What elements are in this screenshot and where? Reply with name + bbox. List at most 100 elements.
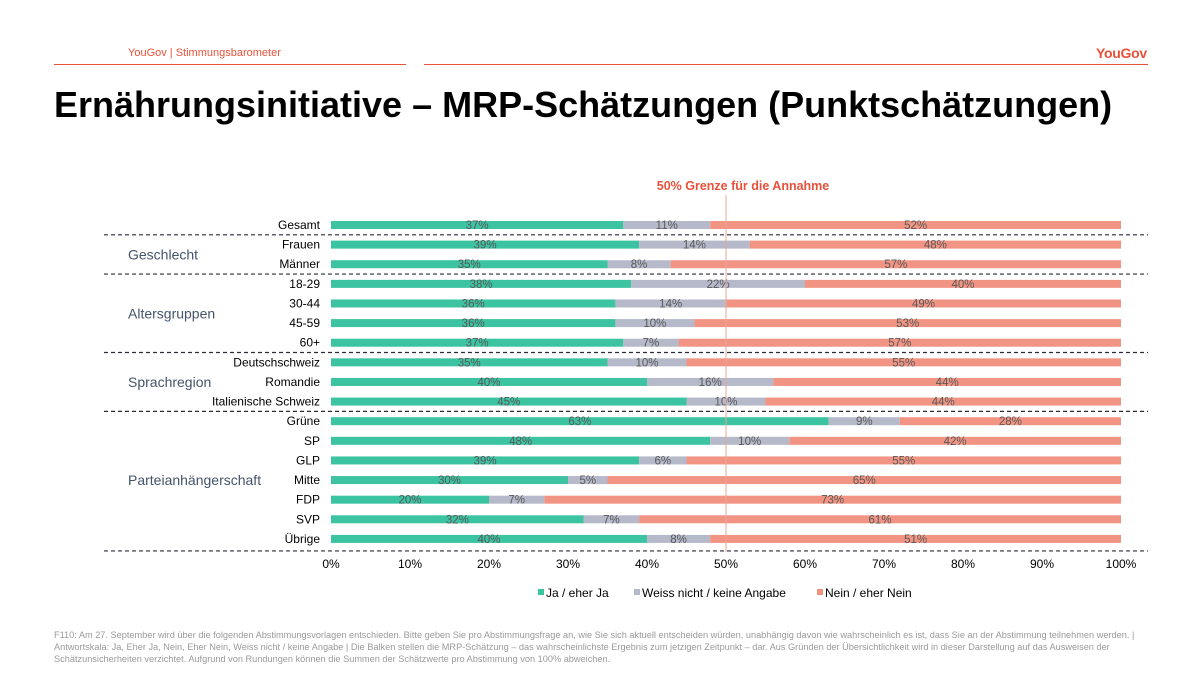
group-label: Parteianhängerschaft: [128, 472, 261, 488]
bar-weiss-nicht: [647, 534, 711, 543]
bar-weiss-nicht: [623, 221, 711, 229]
bar-ja: [331, 358, 608, 367]
data-label-weiss-nicht: 16%: [699, 377, 722, 389]
data-label-ja: 35%: [458, 259, 481, 271]
data-label-weiss-nicht: 10%: [635, 357, 658, 369]
x-tick-label: 60%: [793, 557, 817, 571]
bar-nein: [710, 534, 1121, 543]
data-label-ja: 39%: [474, 455, 497, 467]
data-label-nein: 52%: [904, 220, 927, 232]
data-label-weiss-nicht: 8%: [670, 534, 687, 546]
bar-weiss-nicht: [710, 436, 790, 445]
legend-swatch-ja: [538, 589, 544, 595]
data-label-nein: 44%: [932, 397, 955, 409]
stacked-bar-chart: 37% 11% 52% Gesamt 39% 14% 48% Frauen 35% 8% 57% Mä…: [104, 179, 1148, 600]
data-label-nein: 40%: [951, 279, 974, 291]
bar-weiss-nicht: [607, 358, 687, 367]
data-label-ja: 45%: [497, 397, 520, 409]
category-label: Frauen: [282, 238, 320, 252]
data-label-ja: 38%: [470, 279, 493, 291]
bar-nein: [678, 338, 1121, 347]
bar-weiss-nicht: [607, 260, 671, 269]
data-label-ja: 40%: [477, 377, 500, 389]
data-label-weiss-nicht: 7%: [508, 495, 525, 507]
data-label-ja: 48%: [509, 436, 532, 448]
bar-ja: [331, 436, 711, 445]
legend-label-nein: Nein / eher Nein: [825, 586, 912, 600]
bar-nein: [899, 417, 1121, 426]
bar-nein: [726, 299, 1121, 308]
data-label-nein: 28%: [999, 416, 1022, 428]
group-label: Geschlecht: [128, 246, 198, 262]
data-label-ja: 20%: [398, 495, 421, 507]
bar-ja: [331, 417, 829, 426]
category-label: Gesamt: [278, 218, 321, 232]
category-label: 60+: [300, 336, 320, 350]
category-label: GLP: [296, 453, 320, 467]
x-tick-label: 20%: [477, 557, 501, 571]
x-tick-label: 90%: [1030, 557, 1054, 571]
legend-swatch-weiss-nicht: [634, 589, 640, 595]
data-label-ja: 40%: [477, 534, 500, 546]
legend-label-ja: Ja / eher Ja: [546, 586, 609, 600]
category-label: Grüne: [287, 414, 321, 428]
category-label: Italienische Schweiz: [212, 395, 320, 409]
data-label-weiss-nicht: 10%: [738, 436, 761, 448]
data-label-ja: 30%: [438, 475, 461, 487]
category-label: SP: [304, 434, 320, 448]
x-tick-label: 80%: [951, 557, 975, 571]
x-tick-label: 50%: [714, 557, 738, 571]
bar-nein: [749, 240, 1121, 249]
bar-ja: [331, 495, 489, 504]
data-label-ja: 35%: [458, 357, 481, 369]
bar-ja: [331, 279, 632, 288]
data-label-nein: 61%: [869, 514, 892, 526]
category-label: 30-44: [289, 296, 320, 310]
bar-nein: [670, 260, 1121, 269]
data-label-nein: 44%: [936, 377, 959, 389]
bar-weiss-nicht: [615, 299, 726, 308]
data-label-nein: 65%: [853, 475, 876, 487]
bar-weiss-nicht: [631, 279, 805, 288]
category-label: Romandie: [265, 375, 320, 389]
data-label-weiss-nicht: 22%: [707, 279, 730, 291]
data-label-weiss-nicht: 10%: [643, 318, 666, 330]
data-label-nein: 48%: [924, 240, 947, 252]
bar-weiss-nicht: [489, 495, 545, 504]
data-label-ja: 36%: [462, 318, 485, 330]
x-tick-label: 30%: [556, 557, 580, 571]
bar-ja: [331, 260, 608, 269]
data-label-weiss-nicht: 14%: [683, 240, 706, 252]
data-label-nein: 73%: [821, 495, 844, 507]
data-label-weiss-nicht: 8%: [631, 259, 648, 271]
yougov-logo: YouGov: [1096, 45, 1147, 61]
data-label-nein: 57%: [884, 259, 907, 271]
data-label-nein: 51%: [904, 534, 927, 546]
bar-nein: [686, 456, 1121, 465]
bar-ja: [331, 476, 568, 485]
bar-weiss-nicht: [639, 240, 750, 249]
header-divider-left: [54, 64, 406, 65]
bar-ja: [331, 534, 647, 543]
bar-ja: [331, 377, 647, 386]
bar-nein: [544, 495, 1121, 504]
footnote: F110: Am 27. September wird über die fol…: [54, 630, 1135, 664]
page-title: Ernährungsinitiative – MRP-Schätzungen (…: [54, 84, 1113, 125]
category-label: SVP: [296, 512, 320, 526]
x-tick-label: 40%: [635, 557, 659, 571]
category-label: Übrige: [285, 532, 321, 546]
legend-label-weiss-nicht: Weiss nicht / keine Angabe: [642, 586, 786, 600]
data-label-nein: 57%: [888, 338, 911, 350]
data-label-weiss-nicht: 5%: [579, 475, 596, 487]
bar-weiss-nicht: [623, 338, 679, 347]
bar-nein: [805, 279, 1121, 288]
bar-weiss-nicht: [647, 377, 774, 386]
data-label-nein: 42%: [944, 436, 967, 448]
bar-nein: [710, 221, 1121, 229]
x-tick-label: 70%: [872, 557, 896, 571]
data-label-weiss-nicht: 7%: [643, 338, 660, 350]
data-label-ja: 37%: [466, 220, 489, 232]
category-label: Deutschschweiz: [233, 355, 320, 369]
bar-nein: [773, 377, 1121, 386]
data-label-ja: 36%: [462, 298, 485, 310]
